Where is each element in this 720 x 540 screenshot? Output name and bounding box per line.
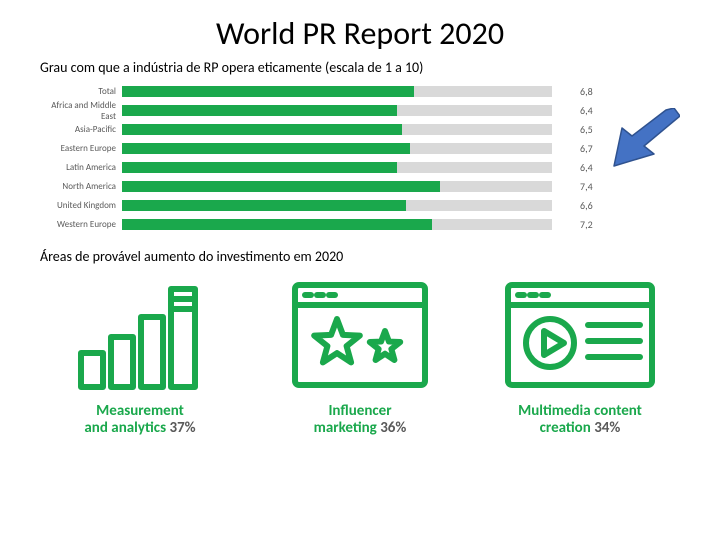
row-label: Western Europe <box>40 219 122 230</box>
bar-fill <box>122 105 397 116</box>
bar-track <box>122 124 552 135</box>
table-row: United Kingdom 6,6 <box>40 196 600 215</box>
table-row: Africa and Middle East 6,4 <box>40 101 600 120</box>
card-influencer: Influencer marketing 36% <box>260 275 460 438</box>
row-value: 6,4 <box>552 104 593 117</box>
bar-fill <box>122 200 406 211</box>
bar-fill <box>122 143 410 154</box>
row-label: North America <box>40 181 122 192</box>
row-value: 6,8 <box>552 85 593 98</box>
card-measurement: Measurement and analytics 37% <box>40 275 240 438</box>
table-row: Eastern Europe 6,7 <box>40 139 600 158</box>
row-value: 6,5 <box>552 123 593 136</box>
table-row: North America 7,4 <box>40 177 600 196</box>
bar-track <box>122 105 552 116</box>
invest-subtitle: Áreas de provável aumento do investiment… <box>0 248 720 265</box>
card-label: Multimedia content creation 34% <box>518 403 642 438</box>
row-label: Africa and Middle East <box>40 100 122 122</box>
row-value: 7,2 <box>552 218 593 231</box>
bar-fill <box>122 124 402 135</box>
bar-track <box>122 86 552 97</box>
bar-fill <box>122 181 440 192</box>
row-value: 6,4 <box>552 161 593 174</box>
row-label: Eastern Europe <box>40 143 122 154</box>
row-label: United Kingdom <box>40 200 122 211</box>
bar-fill <box>122 162 397 173</box>
bar-track <box>122 181 552 192</box>
investment-cards: Measurement and analytics 37% Influencer… <box>0 275 720 438</box>
row-label: Latin America <box>40 162 122 173</box>
table-row: Total 6,8 <box>40 82 600 101</box>
table-row: Asia-Pacific 6,5 <box>40 120 600 139</box>
bar-track <box>122 219 552 230</box>
chart-subtitle: Grau com que a indústria de RP opera eti… <box>0 59 720 76</box>
bar-track <box>122 200 552 211</box>
row-label: Asia-Pacific <box>40 124 122 135</box>
card-label: Influencer marketing 36% <box>314 403 407 438</box>
row-value: 6,7 <box>552 142 593 155</box>
ethics-bar-chart: Total 6,8 Africa and Middle East 6,4 Asia-Pa… <box>40 82 600 234</box>
bar-track <box>122 162 552 173</box>
card-label: Measurement and analytics 37% <box>84 403 195 438</box>
bar-fill <box>122 219 432 230</box>
table-row: Western Europe 7,2 <box>40 215 600 234</box>
card-multimedia: Multimedia content creation 34% <box>480 275 680 438</box>
bar-fill <box>122 86 414 97</box>
table-row: Latin America 6,4 <box>40 158 600 177</box>
arrow-icon <box>608 108 680 168</box>
row-label: Total <box>40 86 122 97</box>
bar-track <box>122 143 552 154</box>
row-value: 6,6 <box>552 199 593 212</box>
page-title: World PR Report 2020 <box>0 0 720 59</box>
row-value: 7,4 <box>552 180 593 193</box>
